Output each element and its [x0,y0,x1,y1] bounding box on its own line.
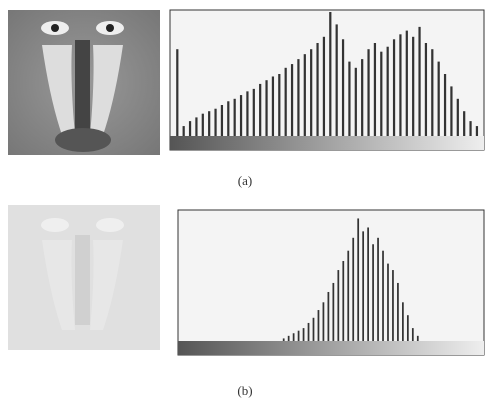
histogram-bar [303,328,305,341]
histogram-bar [297,59,299,136]
histogram-bar [417,336,419,341]
histogram-bar [393,39,395,136]
histogram-bar [278,74,280,136]
histogram-bar [293,333,295,341]
histogram-bar [329,12,331,136]
histogram-bar [183,126,185,136]
histogram-bar [362,231,364,341]
histogram-bar [234,99,236,136]
histogram-frame [170,10,484,150]
histogram-bar [304,54,306,136]
histogram-bar [392,270,394,341]
histogram-bar [288,336,290,341]
histogram-bar [310,49,312,136]
histogram-bar [361,59,363,136]
histogram-bar [476,126,478,136]
histogram-bar [348,62,350,136]
histogram-bar [469,121,471,136]
histogram-bar [382,251,384,341]
mandrill-image [8,10,160,155]
histogram-bar [298,331,300,341]
histogram-bar [387,264,389,341]
gray-scale-bar [170,136,484,150]
histogram-bar [202,114,204,136]
histogram-bar [283,338,285,341]
panel-label: (b) [237,383,252,398]
histogram-bar [372,244,374,341]
histogram-bar [316,43,318,136]
histogram-bar [285,68,287,136]
histogram-bar [342,39,344,136]
histogram-bar [189,121,191,136]
gray-scale-bar [178,341,484,355]
histogram-bar [367,49,369,136]
histogram-bar [259,84,261,136]
figure: (a) (b) [0,0,487,404]
histogram-bar [367,227,369,341]
histogram-bar [221,105,223,136]
histogram-bar [328,292,330,341]
histogram-bar [195,117,197,136]
histogram-bar [387,47,389,136]
histogram-bar [208,111,210,136]
histogram-bar [246,91,248,136]
histogram-bar [337,270,339,341]
histogram-bar [352,238,354,341]
histogram-bar [323,302,325,341]
histogram-bar [418,27,420,136]
histogram-bar [374,43,376,136]
histogram-bar [318,310,320,341]
histogram-bar [463,111,465,136]
histogram-bar [412,37,414,136]
histogram-bar [397,283,399,341]
histogram-bar [406,31,408,136]
histogram-bar [407,315,409,341]
mandrill-image-low-contrast [8,205,160,350]
histogram-bar [347,251,349,341]
histogram-bar [323,37,325,136]
panel-label: (a) [238,173,252,188]
histogram-bar [431,49,433,136]
histogram-bar [377,238,379,341]
histogram-bar [450,86,452,136]
histogram-bar [240,95,242,136]
histogram-bar [380,52,382,136]
histogram-bar [227,101,229,136]
histogram-bar [412,328,414,341]
histogram-bar [357,218,359,341]
histogram-bar [253,89,255,136]
histogram-bar [457,99,459,136]
histogram-bar [313,318,315,341]
histogram-bar [336,24,338,136]
histogram-bar [402,302,404,341]
histogram-bar [355,68,357,136]
histogram-bar [342,261,344,341]
histogram-bar [332,283,334,341]
histogram-bar [291,64,293,136]
histogram-bar [272,76,274,136]
histogram-bar [438,62,440,136]
histogram-bar [425,43,427,136]
histogram-bar [214,109,216,136]
histogram-bar [308,323,310,341]
histogram-bar [176,49,178,136]
histogram-frame [178,210,484,355]
histogram-bar [265,80,267,136]
histogram-bar [444,74,446,136]
histogram-bar [399,34,401,136]
